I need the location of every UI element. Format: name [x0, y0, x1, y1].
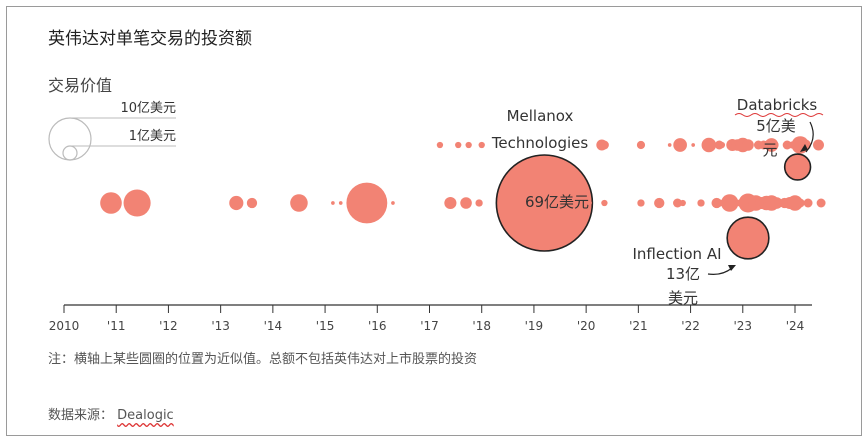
deal-bubble [697, 199, 705, 207]
inflection-arrowhead [728, 265, 736, 271]
x-axis-tick-label: '24 [786, 319, 805, 333]
x-axis-tick-label: 2010 [49, 319, 80, 333]
deal-bubble [803, 198, 813, 208]
deal-bubble [100, 192, 122, 214]
x-axis-tick-label: '13 [211, 319, 230, 333]
chart-subtitle: 交易价值 [48, 76, 113, 95]
mellanox-label-line2: Technologies [491, 134, 589, 152]
inflection-label-line3: 美元 [668, 289, 698, 307]
deal-bubble [769, 140, 779, 150]
source-name: Dealogic [117, 408, 174, 423]
deal-bubble [478, 141, 485, 149]
x-axis-tick-label: '14 [264, 319, 283, 333]
deal-bubble [465, 141, 472, 149]
inflection-label-line1: Inflection AI [632, 245, 721, 263]
x-axis-tick-label: '22 [681, 319, 700, 333]
x-axis-tick-label: '12 [159, 319, 178, 333]
chart-source: 数据来源： Dealogic [48, 404, 174, 423]
deal-bubble [673, 138, 687, 152]
deal-bubble-databricks [783, 153, 812, 181]
deal-bubble [290, 194, 308, 212]
deal-bubble [331, 201, 335, 205]
deal-bubble [742, 139, 754, 151]
deal-bubble [691, 143, 696, 147]
deal-bubble [599, 140, 609, 150]
x-axis-tick-label: '18 [472, 319, 491, 333]
deal-bubble [346, 182, 388, 224]
deal-bubble [782, 140, 792, 150]
deal-bubble [460, 197, 472, 209]
deal-bubble [585, 199, 592, 207]
databricks-label-line3: 元 [762, 141, 777, 159]
deal-bubble-inflection [726, 216, 770, 260]
deal-bubble [436, 141, 444, 149]
deal-bubble [444, 196, 457, 210]
deal-bubble [816, 198, 826, 208]
deal-bubble [455, 141, 462, 149]
databricks-spell-underline [734, 113, 824, 117]
deal-bubble [654, 197, 665, 209]
inflection-arrow [707, 267, 733, 275]
deal-bubble [391, 201, 395, 205]
x-axis-tick-label: '21 [629, 319, 648, 333]
inflection-label-line2: 13亿 [666, 265, 700, 283]
databricks-arrowhead [800, 144, 808, 152]
x-axis-tick-label: '20 [577, 319, 596, 333]
deal-bubble [475, 199, 483, 207]
deal-bubble [718, 141, 726, 149]
chart-frame [6, 6, 862, 436]
deal-bubble [679, 199, 686, 207]
x-axis-tick-label: '15 [316, 319, 335, 333]
deal-bubble [601, 199, 608, 207]
legend-label-large: 10亿美元 [120, 101, 176, 116]
legend-circle-small [62, 145, 78, 161]
deal-bubble [795, 198, 805, 208]
deal-bubble [673, 198, 682, 208]
deal-bubble-mellanox [495, 154, 594, 252]
legend-circle-large [48, 117, 92, 161]
chart-footnote: 注：横轴上某些圆圈的位置为近似值。总额不包括英伟达对上市股票的投资 [48, 352, 478, 367]
deal-bubble [637, 199, 645, 207]
x-axis-tick-label: '11 [107, 319, 126, 333]
mellanox-value-label: 69亿美元 [525, 193, 589, 211]
deal-bubble [770, 197, 783, 209]
deal-bubble [229, 195, 244, 211]
deal-bubble [728, 199, 736, 207]
x-axis-tick-label: '16 [368, 319, 387, 333]
mellanox-label-line1: Mellanox [507, 107, 574, 125]
databricks-label-line2: 5亿美 [756, 117, 796, 135]
databricks-label-line1: Databricks [737, 96, 818, 114]
deal-bubble [667, 143, 672, 147]
deal-bubble [715, 199, 723, 207]
source-prefix: 数据来源： [48, 408, 114, 423]
deal-bubble [246, 197, 258, 209]
deal-bubble [338, 201, 343, 205]
chart-title: 英伟达对单笔交易的投资额 [48, 29, 252, 49]
x-axis-tick-label: '23 [733, 319, 752, 333]
x-axis-tick-label: '17 [420, 319, 439, 333]
x-axis-tick-label: '19 [525, 319, 544, 333]
deal-bubble [813, 139, 824, 151]
deal-bubble [701, 137, 717, 153]
legend-label-small: 1亿美元 [129, 129, 176, 144]
deal-bubble [637, 141, 645, 149]
deal-bubble [123, 189, 151, 217]
